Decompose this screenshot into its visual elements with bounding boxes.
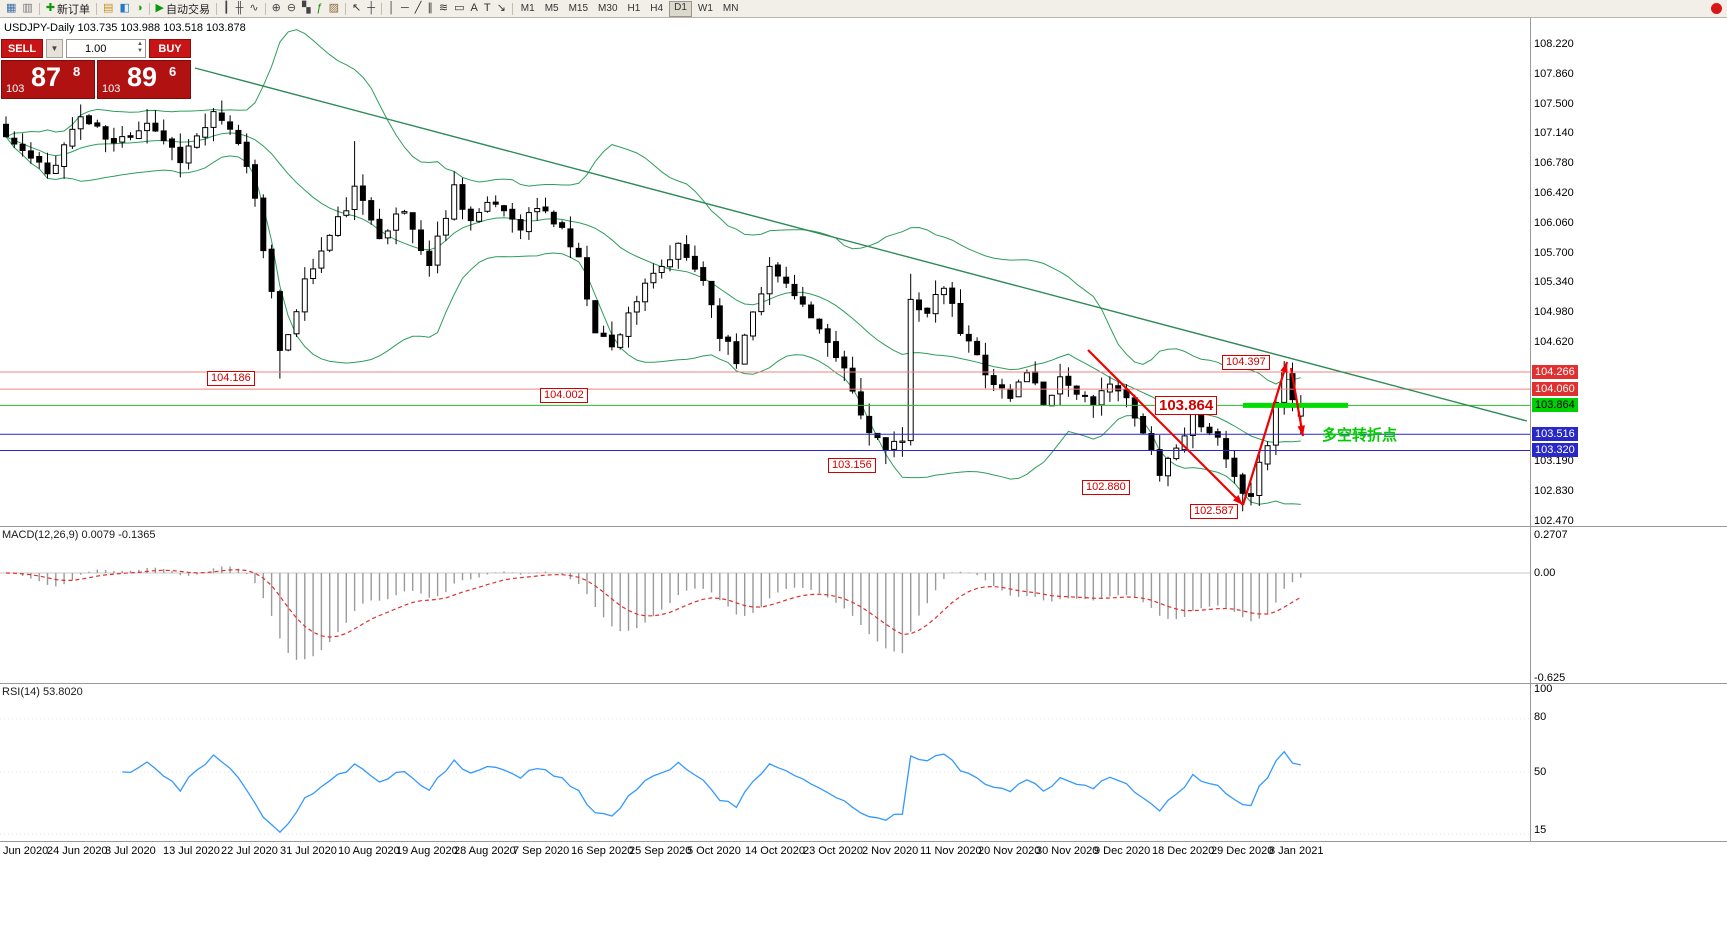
toolbar-separator <box>381 2 383 15</box>
tile-windows-icon[interactable]: ▚ <box>299 1 313 16</box>
toolbar-separator <box>148 2 150 15</box>
chart-title: USDJPY-Daily 103.735 103.988 103.518 103… <box>4 22 246 34</box>
toolbar-separator <box>38 2 40 15</box>
bid-handle: 103 <box>6 83 25 95</box>
channel-icon: ∥ <box>427 2 433 14</box>
timeframe-mn-button[interactable]: MN <box>722 2 739 14</box>
profiles-icon[interactable]: ▥ <box>19 1 35 16</box>
new-order-icon[interactable]: ✚ 新订单 <box>43 1 93 16</box>
bar-chart-icon[interactable]: ┃ <box>220 1 233 16</box>
shapes-icon: ▭ <box>454 2 465 14</box>
autotrading-icon: ▶ <box>155 2 164 14</box>
crosshair-icon[interactable]: ┼ <box>364 1 378 16</box>
time-axis[interactable] <box>0 842 1530 860</box>
bar-chart-icon: ┃ <box>222 2 230 14</box>
trendline-icon: ╱ <box>414 2 422 14</box>
chevron-down-icon: ▼ <box>50 44 59 53</box>
spinner-up-icon: ▲ <box>137 41 143 47</box>
volume-spinner[interactable]: ▲ ▼ <box>137 41 143 55</box>
bid-point: 8 <box>73 64 81 79</box>
vertical-line-icon: │ <box>388 2 395 14</box>
ask-price-box[interactable]: 103 89 6 <box>97 60 191 99</box>
channel-icon[interactable]: ∥ <box>424 1 436 16</box>
toolbar-separator <box>264 2 266 15</box>
zoom-out-icon[interactable]: ⊖ <box>284 1 299 16</box>
toolbar-separator <box>345 2 347 15</box>
autotrading-icon[interactable]: ▶ 自动交易 <box>153 1 213 16</box>
timeframe-m15-button[interactable]: M15 <box>568 2 589 14</box>
cursor-icon[interactable]: ↖ <box>349 1 364 16</box>
arrows-icon[interactable]: ↘ <box>494 1 509 16</box>
horizontal-line-icon[interactable]: ─ <box>398 1 412 16</box>
navigator-icon: ◑ <box>135 2 143 14</box>
one-click-trading-panel: SELL ▼ 1.00 ▲ ▼ BUY 103 87 8 103 89 6 <box>1 39 191 99</box>
crosshair-icon: ┼ <box>367 2 376 14</box>
timeframe-m1-button[interactable]: M1 <box>520 2 535 14</box>
navigator-icon[interactable]: ◑ <box>133 1 146 16</box>
profiles-icon: ▥ <box>22 2 33 14</box>
bid-pips: 87 <box>31 62 62 92</box>
horizontal-line-icon: ─ <box>400 2 409 14</box>
sell-button[interactable]: SELL <box>1 39 43 58</box>
new-order-label: 新订单 <box>57 3 91 16</box>
notification-icon[interactable] <box>1711 3 1722 14</box>
new-chart-icon: ▦ <box>6 2 17 14</box>
templates-icon[interactable]: ▨ <box>326 1 342 16</box>
indicators-icon: ƒ <box>316 2 323 14</box>
zoom-out-icon: ⊖ <box>286 2 297 14</box>
new-chart-icon[interactable]: ▦ <box>3 1 19 16</box>
line-chart-icon[interactable]: ∿ <box>246 1 261 16</box>
toolbar-separator <box>511 2 513 15</box>
ask-handle: 103 <box>102 83 121 95</box>
timeframe-h4-button[interactable]: H4 <box>650 2 664 14</box>
cursor-icon: ↖ <box>352 2 362 14</box>
data-window-icon: ◧ <box>119 2 130 14</box>
arrows-icon: ↘ <box>496 2 506 14</box>
line-chart-icon: ∿ <box>249 2 259 14</box>
tile-windows-icon: ▚ <box>302 2 311 14</box>
volume-input[interactable]: 1.00 ▲ ▼ <box>66 39 146 58</box>
ask-pips: 89 <box>127 62 158 92</box>
zoom-in-icon[interactable]: ⊕ <box>269 1 284 16</box>
text-icon[interactable]: A <box>467 1 480 16</box>
candlestick-chart-icon[interactable]: ╫ <box>233 1 247 16</box>
toolbar: ▦ ▥ ✚ 新订单 ▤ ◧ ◑ ▶ 自动交易 ┃ ╫ ∿ ⊕ ⊖ ▚ ƒ ▨ ↖ ┼ │ ─ ╱ ∥ ≋ ▭ A T ↘ M1 M5 M15… <box>0 0 1727 18</box>
candlestick-chart-icon: ╫ <box>235 2 244 14</box>
bid-price-box[interactable]: 103 87 8 <box>1 60 95 99</box>
label-icon: T <box>483 2 491 14</box>
trendline-icon[interactable]: ╱ <box>412 1 425 16</box>
market-watch-icon[interactable]: ▤ <box>100 1 116 16</box>
timeframe-m30-button[interactable]: M30 <box>598 2 618 14</box>
vertical-line-icon[interactable]: │ <box>385 1 398 16</box>
toolbar-separator <box>96 2 98 15</box>
autotrading-label: 自动交易 <box>165 3 210 16</box>
order-settings-dropdown[interactable]: ▼ <box>46 39 63 58</box>
text-icon: A <box>470 2 478 14</box>
shapes-icon[interactable]: ▭ <box>451 1 467 16</box>
timeframe-h1-button[interactable]: H1 <box>627 2 641 14</box>
label-icon[interactable]: T <box>481 1 494 16</box>
toolbar-separator <box>215 2 217 15</box>
timeframe-w1-button[interactable]: W1 <box>697 2 713 14</box>
fibonacci-icon: ≋ <box>438 2 449 14</box>
price-axis[interactable] <box>1530 17 1578 841</box>
market-watch-icon: ▤ <box>103 2 114 14</box>
data-window-icon[interactable]: ◧ <box>116 1 132 16</box>
spinner-down-icon: ▼ <box>137 48 143 54</box>
ask-point: 6 <box>169 64 177 79</box>
zoom-in-icon: ⊕ <box>271 2 281 14</box>
buy-button[interactable]: BUY <box>149 39 191 58</box>
new-order-icon: ✚ <box>45 2 56 14</box>
timeframe-d1-button[interactable]: D1 <box>669 0 692 17</box>
volume-value: 1.00 <box>85 42 107 55</box>
timeframe-m5-button[interactable]: M5 <box>544 2 559 14</box>
indicators-icon[interactable]: ƒ <box>314 1 326 16</box>
fibonacci-icon[interactable]: ≋ <box>436 1 451 16</box>
templates-icon: ▨ <box>328 2 340 14</box>
